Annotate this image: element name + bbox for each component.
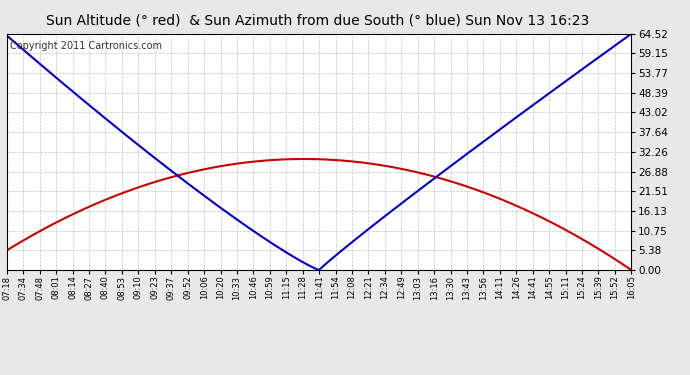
Text: Copyright 2011 Cartronics.com: Copyright 2011 Cartronics.com [10, 41, 162, 51]
Text: Sun Altitude (° red)  & Sun Azimuth from due South (° blue) Sun Nov 13 16:23: Sun Altitude (° red) & Sun Azimuth from … [46, 13, 589, 27]
